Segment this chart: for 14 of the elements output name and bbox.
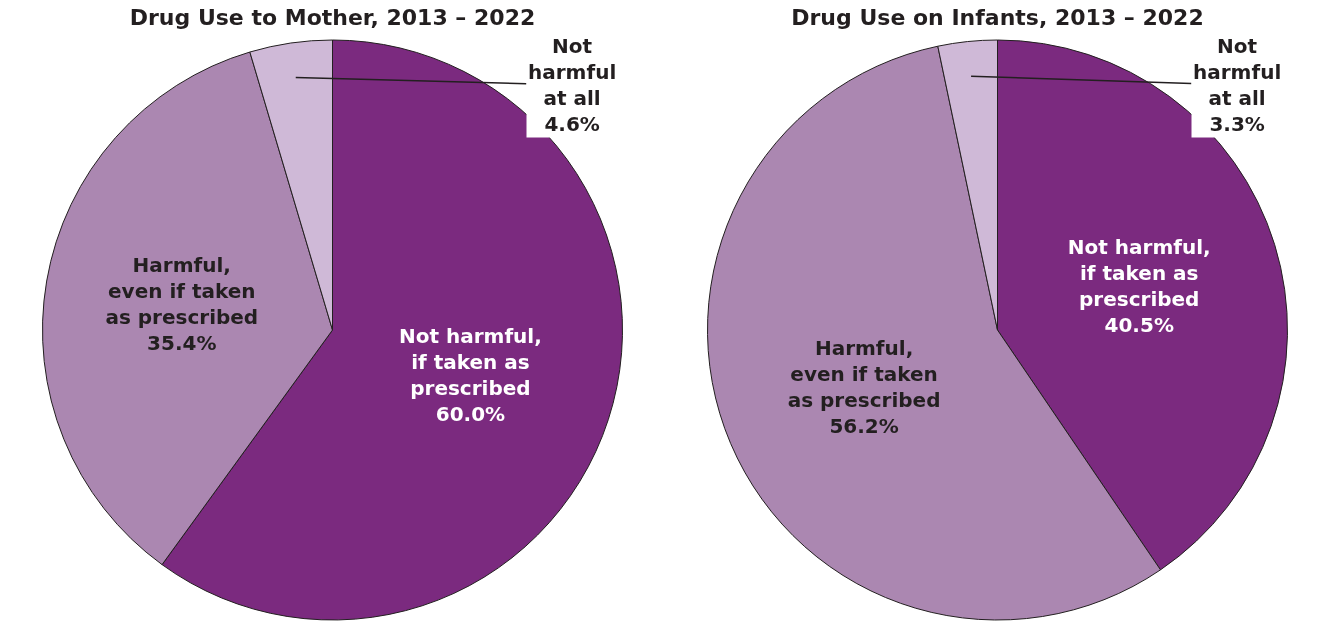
chart-title: Drug Use to Mother, 2013 – 2022 xyxy=(129,4,536,30)
data-label: 40.5% xyxy=(1104,313,1174,338)
data-label: 60.0% xyxy=(435,401,506,426)
slice-label: Not harmful at all xyxy=(1193,34,1282,110)
chart-title: Drug Use on Infants, 2013 – 2022 xyxy=(791,4,1204,30)
slice-label: Harmful, even if taken as prescribed xyxy=(787,335,941,412)
data-label: 3.3% xyxy=(1209,112,1265,136)
data-label: 35.4% xyxy=(147,331,217,356)
slice-label: Not harmful, if taken as prescribed xyxy=(398,323,542,400)
data-label: 4.6% xyxy=(544,112,600,136)
slice-label: Harmful, even if taken as prescribed xyxy=(105,253,259,330)
slice-label: Not harmful, if taken as prescribed xyxy=(1067,235,1211,312)
slice-label: Not harmful at all xyxy=(528,34,617,110)
data-label: 56.2% xyxy=(829,413,899,438)
